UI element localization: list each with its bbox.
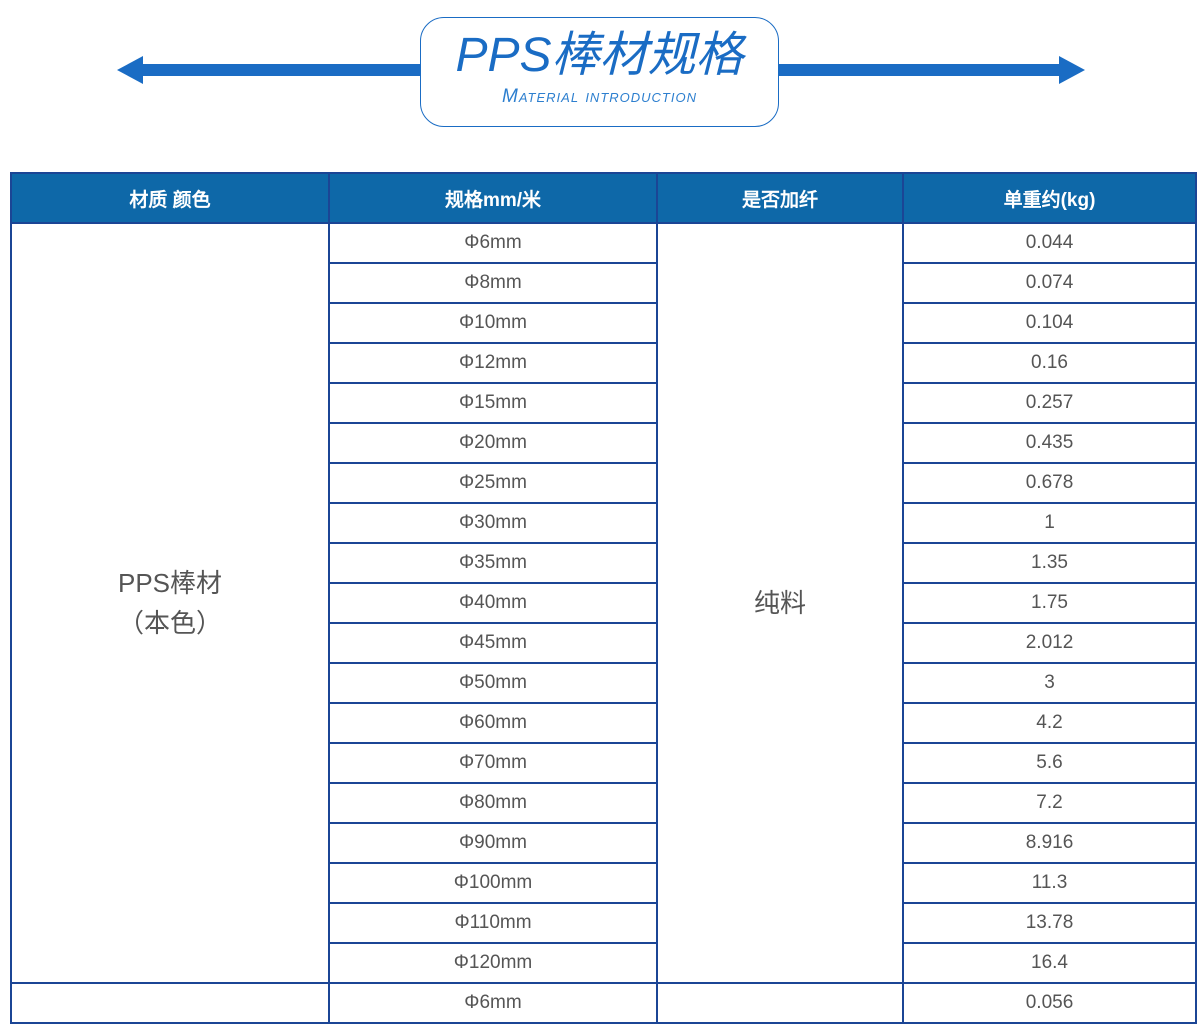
weight-cell: 0.678 — [902, 462, 1197, 504]
arrow-right-icon — [1059, 56, 1085, 84]
spec-cell: Φ80mm — [328, 782, 658, 824]
material-cell — [10, 982, 330, 1024]
table-row: Φ110mm 13.78 — [11, 902, 1197, 944]
table-row: Φ20mm 0.435 — [11, 422, 1197, 464]
table-row: Φ45mm 2.012 — [11, 622, 1197, 664]
weight-cell: 0.044 — [902, 222, 1197, 264]
weight-cell: 8.916 — [902, 822, 1197, 864]
spec-cell: Φ100mm — [328, 862, 658, 904]
weight-cell: 3 — [902, 662, 1197, 704]
column-header: 单重约(kg) — [902, 172, 1197, 224]
table-row: Φ70mm 5.6 — [11, 742, 1197, 784]
spec-cell: Φ50mm — [328, 662, 658, 704]
page-title: PPS棒材规格 — [455, 29, 744, 82]
weight-cell: 1.75 — [902, 582, 1197, 624]
spec-cell: Φ120mm — [328, 942, 658, 984]
left-arrow-line — [140, 64, 425, 76]
spec-table: 材质 颜色 规格mm/米 是否加纤 单重约(kg) PPS棒材 （本色） Φ6mm 纯料 0.… — [10, 172, 1197, 1024]
weight-cell: 1 — [902, 502, 1197, 544]
spec-cell: Φ90mm — [328, 822, 658, 864]
column-header: 材质 颜色 — [10, 172, 330, 224]
page-subtitle: Material introduction — [502, 86, 697, 107]
spec-cell: Φ60mm — [328, 702, 658, 744]
spec-cell: Φ40mm — [328, 582, 658, 624]
table-row: Φ8mm 0.074 — [11, 262, 1197, 304]
weight-cell: 4.2 — [902, 702, 1197, 744]
title-banner: PPS棒材规格 Material introduction — [420, 17, 779, 127]
material-color: （本色） — [117, 608, 222, 638]
table-row: Φ50mm 3 — [11, 662, 1197, 704]
spec-cell: Φ70mm — [328, 742, 658, 784]
spec-cell: Φ6mm — [328, 982, 658, 1024]
spec-cell: Φ45mm — [328, 622, 658, 664]
weight-cell: 13.78 — [902, 902, 1197, 944]
weight-cell: 2.012 — [902, 622, 1197, 664]
fiber-cell — [656, 982, 904, 1024]
spec-cell: Φ6mm — [328, 222, 658, 264]
table-row: Φ120mm 16.4 — [11, 942, 1197, 984]
table-row: Φ25mm 0.678 — [11, 462, 1197, 504]
spec-cell: Φ8mm — [328, 262, 658, 304]
weight-cell: 0.435 — [902, 422, 1197, 464]
table-row: Φ10mm 0.104 — [11, 302, 1197, 344]
spec-cell: Φ25mm — [328, 462, 658, 504]
weight-cell: 1.35 — [902, 542, 1197, 584]
spec-cell: Φ12mm — [328, 342, 658, 384]
weight-cell: 0.257 — [902, 382, 1197, 424]
weight-cell: 0.104 — [902, 302, 1197, 344]
spec-cell: Φ30mm — [328, 502, 658, 544]
weight-cell: 7.2 — [902, 782, 1197, 824]
weight-cell: 11.3 — [902, 862, 1197, 904]
column-header: 是否加纤 — [656, 172, 904, 224]
spec-cell: Φ15mm — [328, 382, 658, 424]
table-row: Φ90mm 8.916 — [11, 822, 1197, 864]
table-row: Φ40mm 1.75 — [11, 582, 1197, 624]
table-header: 材质 颜色 规格mm/米 是否加纤 单重约(kg) — [10, 172, 1197, 224]
material-cell: PPS棒材 （本色） — [10, 222, 330, 984]
weight-cell: 0.074 — [902, 262, 1197, 304]
table-row: PPS棒材 （本色） Φ6mm 纯料 0.044 — [10, 222, 1197, 984]
weight-cell: 0.056 — [902, 982, 1197, 1024]
table-row: Φ12mm 0.16 — [11, 342, 1197, 384]
right-arrow-line — [775, 64, 1065, 76]
weight-cell: 0.16 — [902, 342, 1197, 384]
weight-cell: 16.4 — [902, 942, 1197, 984]
table-row: Φ60mm 4.2 — [11, 702, 1197, 744]
column-header: 规格mm/米 — [328, 172, 658, 224]
spec-cell: Φ35mm — [328, 542, 658, 584]
table-row: Φ35mm 1.35 — [11, 542, 1197, 584]
table-row: Φ6mm 0.056 — [10, 982, 1197, 1024]
spec-cell: Φ10mm — [328, 302, 658, 344]
spec-cell: Φ110mm — [328, 902, 658, 944]
material-name: PPS棒材 — [117, 568, 223, 598]
table-row: Φ30mm 1 — [11, 502, 1197, 544]
fiber-cell: 纯料 — [656, 222, 904, 984]
spec-cell: Φ20mm — [328, 422, 658, 464]
table-row: Φ100mm 11.3 — [11, 862, 1197, 904]
table-row: Φ80mm 7.2 — [11, 782, 1197, 824]
weight-cell: 5.6 — [902, 742, 1197, 784]
table-row: Φ15mm 0.257 — [11, 382, 1197, 424]
arrow-left-icon — [117, 56, 143, 84]
